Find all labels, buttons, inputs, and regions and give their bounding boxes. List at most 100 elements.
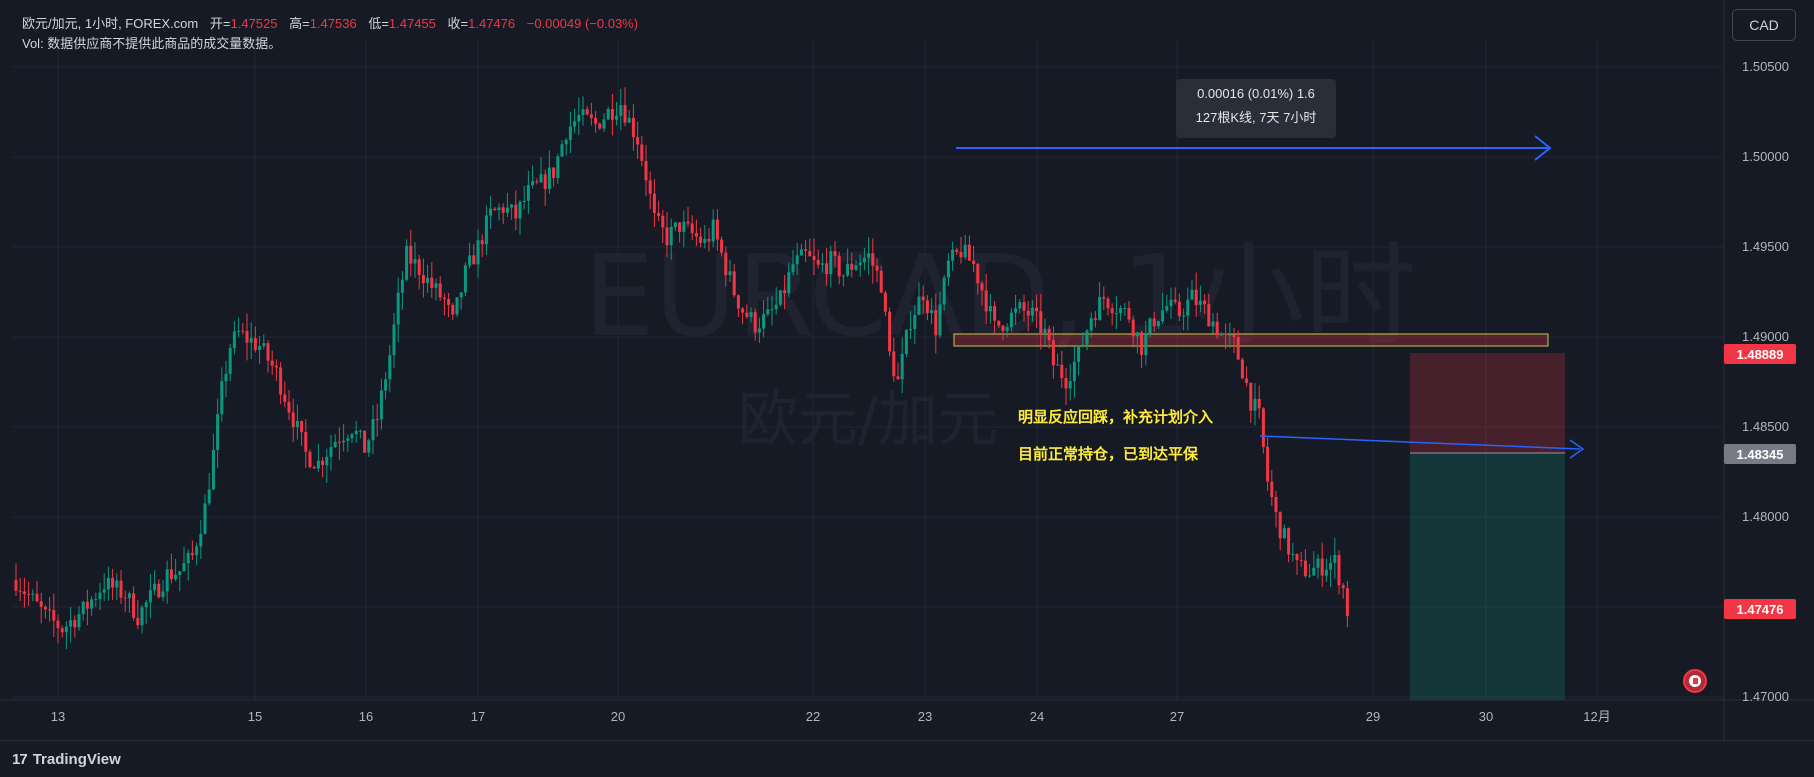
candle-body[interactable]	[825, 263, 829, 275]
candle-body[interactable]	[552, 167, 556, 178]
candle-body[interactable]	[350, 434, 354, 439]
candle-body[interactable]	[724, 252, 728, 276]
candle-body[interactable]	[153, 583, 157, 591]
candle-body[interactable]	[1001, 325, 1005, 331]
candle-body[interactable]	[367, 440, 371, 453]
candle-body[interactable]	[770, 309, 774, 311]
candle-body[interactable]	[1194, 289, 1198, 305]
candle-body[interactable]	[472, 255, 476, 265]
candle-body[interactable]	[833, 251, 837, 257]
candle-body[interactable]	[182, 563, 186, 572]
candle-body[interactable]	[1316, 558, 1320, 568]
candle-body[interactable]	[510, 204, 514, 208]
candle-body[interactable]	[1173, 299, 1177, 302]
candle-body[interactable]	[371, 419, 375, 441]
candle-body[interactable]	[1228, 334, 1232, 336]
candle-body[interactable]	[123, 597, 127, 599]
candle-body[interactable]	[640, 144, 644, 161]
candle-body[interactable]	[854, 265, 858, 270]
candle-body[interactable]	[1236, 336, 1240, 360]
candle-body[interactable]	[60, 628, 64, 633]
candle-body[interactable]	[1295, 554, 1299, 560]
candle-body[interactable]	[518, 202, 522, 219]
candle-body[interactable]	[417, 259, 421, 275]
candle-body[interactable]	[766, 309, 770, 315]
candle-body[interactable]	[745, 312, 749, 317]
annotation-text-2[interactable]: 目前正常持仓，已到达平保	[1018, 446, 1199, 463]
candle-body[interactable]	[522, 200, 526, 203]
candle-body[interactable]	[1186, 299, 1190, 316]
candle-body[interactable]	[64, 626, 68, 633]
candle-body[interactable]	[287, 401, 291, 413]
candle-body[interactable]	[413, 259, 417, 264]
candle-body[interactable]	[346, 438, 350, 441]
candle-body[interactable]	[224, 373, 228, 382]
candle-body[interactable]	[455, 297, 459, 315]
candle-body[interactable]	[951, 249, 955, 261]
candle-body[interactable]	[1085, 330, 1089, 345]
candle-body[interactable]	[220, 381, 224, 415]
candle-body[interactable]	[77, 614, 81, 628]
candle-body[interactable]	[178, 571, 182, 575]
candle-body[interactable]	[1249, 383, 1253, 411]
candle-body[interactable]	[837, 256, 841, 277]
candle-body[interactable]	[1165, 306, 1169, 311]
candle-body[interactable]	[115, 580, 119, 588]
candle-body[interactable]	[787, 272, 791, 294]
candle-body[interactable]	[426, 277, 430, 284]
candle-body[interactable]	[497, 207, 501, 211]
candle-body[interactable]	[421, 274, 425, 284]
candle-body[interactable]	[161, 591, 165, 598]
candle-body[interactable]	[165, 569, 169, 592]
candle-body[interactable]	[1089, 318, 1093, 331]
candle-body[interactable]	[258, 346, 262, 350]
candle-body[interactable]	[1211, 321, 1215, 327]
candle-body[interactable]	[1093, 318, 1097, 320]
candle-body[interactable]	[963, 244, 967, 258]
candle-body[interactable]	[531, 181, 535, 186]
candle-body[interactable]	[1114, 313, 1118, 315]
candle-body[interactable]	[1291, 554, 1295, 556]
candle-body[interactable]	[90, 599, 94, 609]
candle-body[interactable]	[1026, 310, 1030, 316]
candle-body[interactable]	[396, 292, 400, 325]
candle-body[interactable]	[913, 314, 917, 329]
candle-body[interactable]	[669, 226, 673, 246]
candle-body[interactable]	[1081, 344, 1085, 346]
candle-body[interactable]	[728, 271, 732, 276]
candle-body[interactable]	[762, 314, 766, 329]
candle-body[interactable]	[547, 167, 551, 189]
candle-body[interactable]	[484, 215, 488, 245]
candle-body[interactable]	[568, 126, 572, 140]
candle-body[interactable]	[1135, 332, 1139, 337]
candle-body[interactable]	[627, 117, 631, 123]
candle-body[interactable]	[925, 300, 929, 313]
candle-body[interactable]	[644, 160, 648, 181]
candle-body[interactable]	[94, 599, 98, 601]
candle-body[interactable]	[993, 306, 997, 321]
candle-body[interactable]	[1329, 562, 1333, 570]
candle-body[interactable]	[602, 119, 606, 129]
candle-body[interactable]	[476, 240, 480, 265]
candle-body[interactable]	[405, 245, 409, 280]
candle-body[interactable]	[300, 421, 304, 433]
candle-body[interactable]	[980, 283, 984, 291]
candle-body[interactable]	[732, 271, 736, 296]
candle-body[interactable]	[69, 620, 73, 627]
candle-body[interactable]	[1266, 446, 1270, 482]
candle-body[interactable]	[1169, 299, 1173, 307]
candle-body[interactable]	[451, 304, 455, 315]
candle-body[interactable]	[686, 221, 690, 224]
candle-body[interactable]	[909, 328, 913, 331]
candle-body[interactable]	[505, 207, 509, 213]
candle-body[interactable]	[615, 115, 619, 120]
candle-body[interactable]	[862, 257, 866, 263]
candle-body[interactable]	[560, 144, 564, 157]
candle-body[interactable]	[1333, 555, 1337, 563]
candle-body[interactable]	[312, 467, 316, 469]
candle-body[interactable]	[871, 253, 875, 266]
candle-body[interactable]	[699, 236, 703, 243]
candle-body[interactable]	[900, 353, 904, 380]
candle-body[interactable]	[85, 601, 89, 609]
